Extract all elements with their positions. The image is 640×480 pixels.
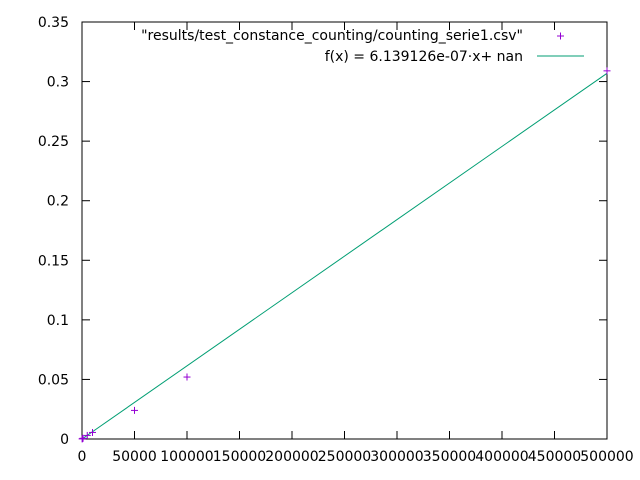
- y-tick-label: 0.05: [38, 372, 69, 388]
- data-point: [79, 434, 87, 442]
- data-point: [89, 428, 96, 436]
- y-tick-label: 0.1: [47, 313, 69, 329]
- y-tick-label: 0.25: [38, 134, 69, 150]
- y-tick-label: 0.15: [38, 253, 69, 269]
- legend-label-fit: f(x) = 6.139126e-07·x+ nan: [325, 49, 523, 65]
- x-tick-label: 200000: [265, 449, 318, 465]
- x-tick-label: 50000: [112, 449, 157, 465]
- y-tick-label: 0.2: [47, 194, 69, 210]
- data-point: [83, 431, 91, 439]
- plot-area: [78, 67, 611, 443]
- x-tick-label: 250000: [318, 449, 371, 465]
- x-tick-label: 400000: [475, 449, 528, 465]
- y-tick-label: 0: [60, 432, 69, 448]
- x-axis: 0 50000 100000 150000 200000 250000 300000 3500…: [78, 22, 634, 465]
- x-tick-label: 0: [78, 449, 87, 465]
- x-tick-label: 350000: [423, 449, 476, 465]
- x-tick-label: 100000: [160, 449, 213, 465]
- data-point: [603, 67, 611, 75]
- x-tick-label: 450000: [528, 449, 581, 465]
- y-tick-label: 0.3: [47, 75, 69, 91]
- fit-line: [81, 72, 608, 440]
- legend-marker-points: [557, 32, 564, 40]
- y-axis: 0 0.05 0.1 0.15 0.2 0.25 0.3 0.35: [38, 15, 607, 448]
- legend-label-points: "results/test_constance_counting/countin…: [141, 28, 523, 44]
- y-tick-label: 0.35: [38, 15, 69, 31]
- plot-border: [81, 21, 608, 440]
- x-tick-label: 150000: [213, 449, 266, 465]
- x-tick-label: 500000: [580, 449, 633, 465]
- data-point: [183, 373, 191, 381]
- legend: "results/test_constance_counting/countin…: [141, 28, 584, 65]
- x-tick-label: 300000: [370, 449, 423, 465]
- data-point: [131, 406, 138, 414]
